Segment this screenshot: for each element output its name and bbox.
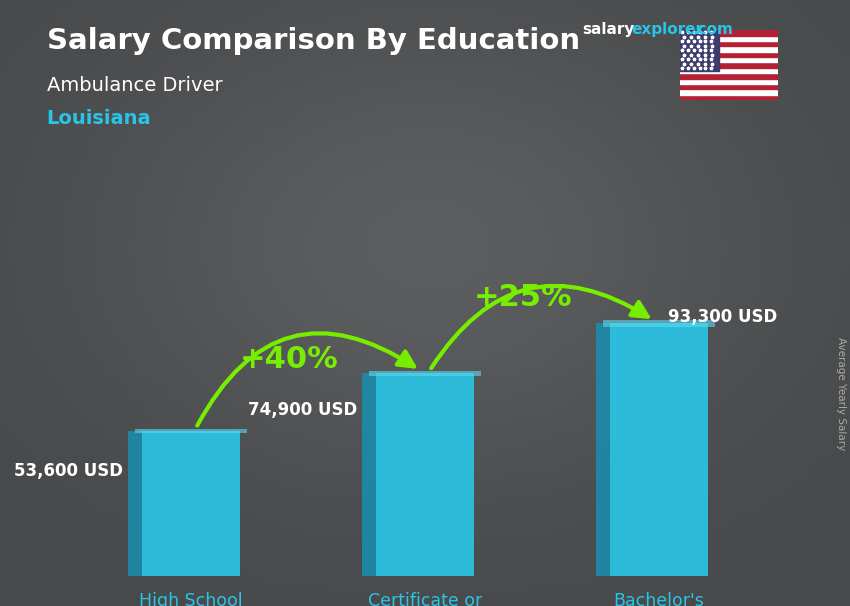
Bar xyxy=(680,52,778,57)
Bar xyxy=(369,371,481,376)
Bar xyxy=(680,30,719,70)
Text: Salary Comparison By Education: Salary Comparison By Education xyxy=(47,27,580,55)
Bar xyxy=(603,321,715,327)
Text: 53,600 USD: 53,600 USD xyxy=(14,462,123,481)
Bar xyxy=(680,73,778,79)
Bar xyxy=(376,373,474,576)
Bar xyxy=(680,36,778,41)
Text: Ambulance Driver: Ambulance Driver xyxy=(47,76,223,95)
Text: +40%: +40% xyxy=(240,345,339,374)
Text: .com: .com xyxy=(693,22,734,38)
Bar xyxy=(609,324,708,576)
Text: Louisiana: Louisiana xyxy=(47,109,151,128)
Text: explorer: explorer xyxy=(632,22,704,38)
Bar xyxy=(128,431,142,576)
Text: Average Yearly Salary: Average Yearly Salary xyxy=(836,338,846,450)
Bar xyxy=(680,84,778,89)
Bar xyxy=(680,57,778,62)
Bar xyxy=(680,41,778,47)
Bar xyxy=(680,47,778,52)
Bar xyxy=(680,30,778,36)
Text: 74,900 USD: 74,900 USD xyxy=(248,401,357,419)
Text: +25%: +25% xyxy=(473,283,573,311)
Bar xyxy=(680,89,778,95)
Bar xyxy=(142,431,241,576)
Text: 93,300 USD: 93,300 USD xyxy=(668,308,778,325)
Bar xyxy=(135,429,247,433)
Text: salary: salary xyxy=(582,22,635,38)
Bar xyxy=(680,62,778,68)
Bar xyxy=(596,324,609,576)
Bar xyxy=(680,95,778,100)
Bar xyxy=(362,373,376,576)
Bar xyxy=(680,68,778,73)
Bar xyxy=(680,79,778,84)
